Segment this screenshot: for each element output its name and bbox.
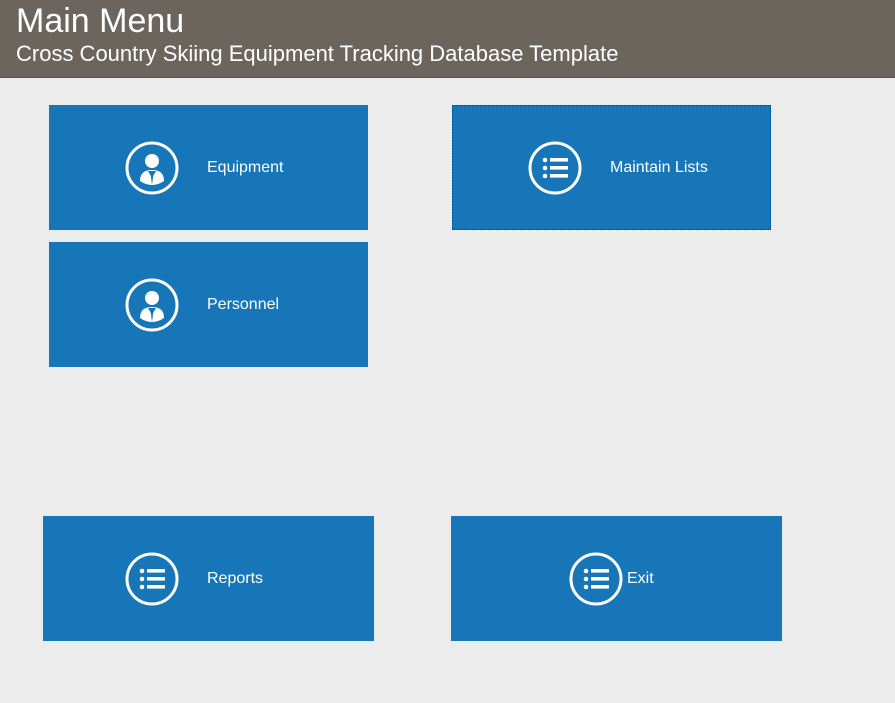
list-icon <box>528 141 582 195</box>
equipment-button[interactable]: Equipment <box>49 105 368 230</box>
tile-label: Equipment <box>207 159 284 177</box>
list-icon <box>569 552 623 606</box>
person-icon <box>125 278 179 332</box>
main-menu-content: Equipment Maintain Lists <box>0 78 895 695</box>
tile-label: Maintain Lists <box>610 159 708 177</box>
personnel-button[interactable]: Personnel <box>49 242 368 367</box>
header: Main Menu Cross Country Skiing Equipment… <box>0 0 895 78</box>
tile-label: Personnel <box>207 296 279 314</box>
exit-button[interactable]: Exit <box>451 516 782 641</box>
tile-label: Reports <box>207 570 263 588</box>
page-title: Main Menu <box>16 2 879 41</box>
list-icon <box>125 552 179 606</box>
reports-button[interactable]: Reports <box>43 516 374 641</box>
person-icon <box>125 141 179 195</box>
tile-label: Exit <box>627 570 654 588</box>
maintain-lists-button[interactable]: Maintain Lists <box>452 105 771 230</box>
page-subtitle: Cross Country Skiing Equipment Tracking … <box>16 41 879 67</box>
